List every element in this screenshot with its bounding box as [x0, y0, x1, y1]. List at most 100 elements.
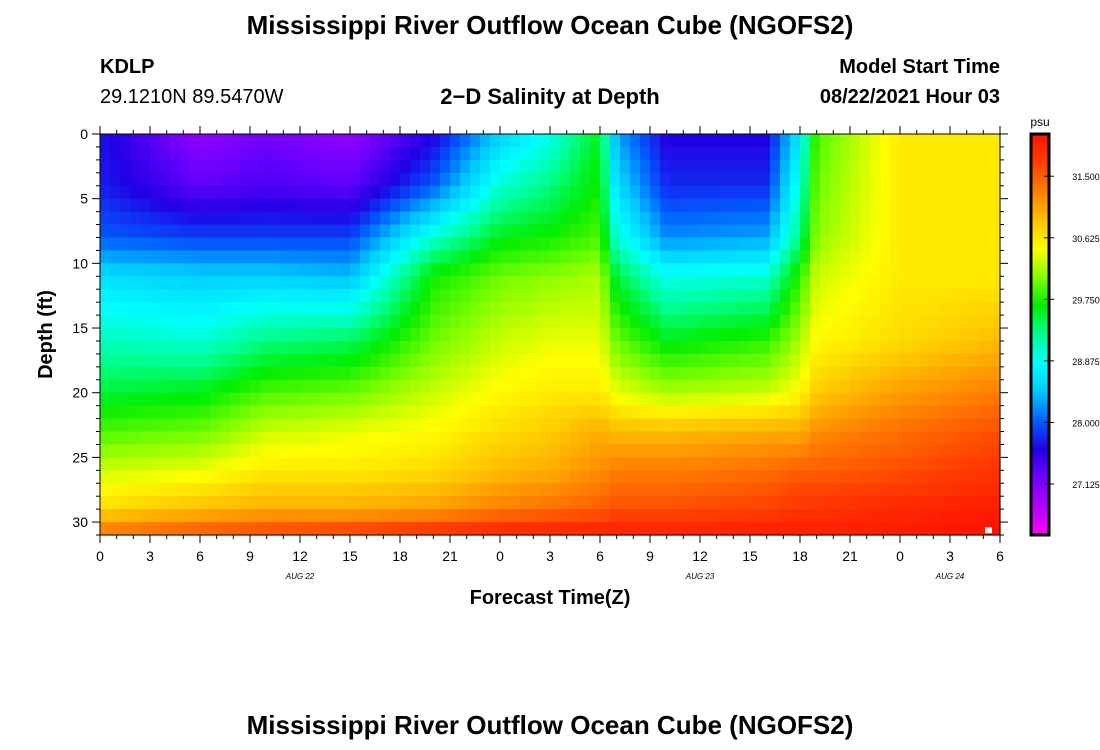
heatmap-cell — [180, 328, 191, 342]
heatmap-cell — [840, 237, 851, 252]
heatmap-cell — [840, 340, 851, 355]
heatmap-cell — [800, 392, 811, 407]
heatmap-cell — [430, 146, 441, 161]
heatmap-cell — [310, 509, 321, 523]
heatmap-cell — [820, 444, 831, 458]
heatmap-cell — [570, 172, 581, 187]
heatmap-cell — [180, 353, 191, 368]
heatmap-cell — [940, 418, 951, 433]
heatmap-cell — [420, 340, 431, 355]
heatmap-cell — [210, 353, 221, 368]
heatmap-cell — [580, 198, 591, 213]
heatmap-cell — [850, 483, 861, 497]
heatmap-cell — [930, 392, 941, 407]
heatmap-cell — [950, 509, 961, 523]
heatmap-cell — [820, 302, 831, 316]
heatmap-cell — [730, 328, 741, 342]
heatmap-cell — [130, 185, 141, 200]
heatmap-cell — [160, 159, 171, 174]
heatmap-cell — [560, 172, 571, 187]
heatmap-cell — [500, 444, 511, 458]
heatmap-cell — [250, 418, 261, 433]
heatmap-cell — [840, 496, 851, 510]
heatmap-cell — [570, 431, 581, 446]
heatmap-cell — [560, 302, 571, 316]
heatmap-cell — [950, 496, 961, 510]
heatmap-cell — [580, 172, 591, 187]
heatmap-cell — [860, 224, 871, 239]
heatmap-cell — [980, 496, 991, 510]
heatmap-cell — [590, 353, 601, 368]
heatmap-cell — [200, 198, 211, 213]
heatmap-cell — [700, 211, 711, 226]
heatmap-cell — [310, 366, 321, 381]
heatmap-cell — [330, 470, 341, 484]
heatmap-cell — [110, 392, 121, 407]
heatmap-cell — [840, 198, 851, 213]
heatmap-cell — [520, 366, 531, 381]
heatmap-cell — [690, 405, 701, 420]
heatmap-cell — [260, 509, 271, 523]
heatmap-cell — [760, 379, 771, 394]
heatmap-cell — [890, 198, 901, 213]
heatmap-cell — [430, 172, 441, 187]
heatmap-cell — [720, 289, 731, 303]
heatmap-cell — [830, 509, 841, 523]
heatmap-cell — [530, 159, 541, 174]
heatmap-cell — [270, 522, 281, 536]
heatmap-cell — [400, 276, 411, 290]
heatmap-cell — [690, 392, 701, 407]
heatmap-cell — [760, 483, 771, 497]
heatmap-cell — [990, 522, 1001, 536]
heatmap-cell — [510, 405, 521, 420]
heatmap-cell — [680, 392, 691, 407]
heatmap-cell — [740, 134, 751, 148]
heatmap-cell — [480, 392, 491, 407]
heatmap-cell — [400, 185, 411, 200]
heatmap-cell — [490, 353, 501, 368]
heatmap-cell — [390, 353, 401, 368]
heatmap-cell — [380, 470, 391, 484]
heatmap-cell — [270, 457, 281, 471]
heatmap-cell — [140, 509, 151, 523]
heatmap-cell — [870, 224, 881, 239]
heatmap-cell — [820, 353, 831, 368]
heatmap-cell — [350, 211, 361, 226]
heatmap-cell — [790, 457, 801, 471]
heatmap-cell — [620, 509, 631, 523]
heatmap-cell — [620, 366, 631, 381]
heatmap-cell — [980, 263, 991, 277]
heatmap-cell — [280, 134, 291, 148]
heatmap-cell — [550, 340, 561, 355]
heatmap-cell — [420, 353, 431, 368]
heatmap-cell — [860, 418, 871, 433]
heatmap-cell — [100, 457, 111, 471]
heatmap-cell — [950, 198, 961, 213]
heatmap-cell — [920, 146, 931, 161]
heatmap-cell — [230, 444, 241, 458]
heatmap-cell — [350, 185, 361, 200]
heatmap-cell — [490, 211, 501, 226]
heatmap-cell — [760, 263, 771, 277]
heatmap-cell — [500, 315, 511, 329]
heatmap-cell — [690, 496, 701, 510]
heatmap-cell — [770, 340, 781, 355]
heatmap-cell — [140, 276, 151, 290]
heatmap-cell — [950, 159, 961, 174]
heatmap-cell — [380, 509, 391, 523]
heatmap-cell — [120, 522, 131, 536]
heatmap-cell — [110, 470, 121, 484]
heatmap-cell — [280, 315, 291, 329]
heatmap-cell — [800, 198, 811, 213]
heatmap-cell — [130, 198, 141, 213]
heatmap-cell — [240, 224, 251, 239]
heatmap-cell — [940, 276, 951, 290]
heatmap-cell — [180, 379, 191, 394]
heatmap-cell — [780, 418, 791, 433]
heatmap-cell — [450, 159, 461, 174]
heatmap-cell — [530, 496, 541, 510]
heatmap-cell — [310, 315, 321, 329]
heatmap-cell — [620, 224, 631, 239]
heatmap-cell — [780, 392, 791, 407]
heatmap-cell — [470, 431, 481, 446]
